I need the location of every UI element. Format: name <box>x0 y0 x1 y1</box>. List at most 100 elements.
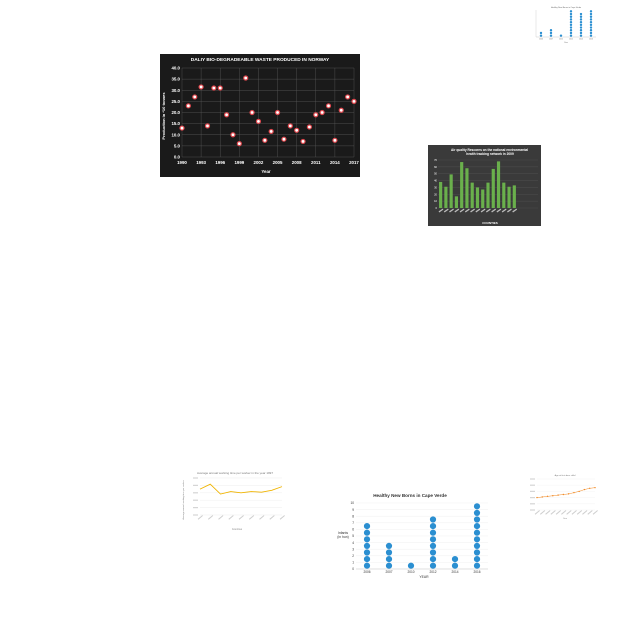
data-point <box>274 109 281 116</box>
y-tick-label: 8 <box>352 514 354 518</box>
y-tick-label: 5.0 <box>174 143 181 148</box>
data-point <box>294 127 300 133</box>
y-tick-label: 25.0 <box>171 99 180 104</box>
category-tick-label <box>496 208 502 213</box>
data-point <box>192 94 198 100</box>
data-dot <box>589 26 593 29</box>
data-dot <box>429 523 437 530</box>
x-tick-label <box>592 510 598 515</box>
y-tick-label: 20.0 <box>171 110 180 115</box>
x-tick-label <box>248 515 255 520</box>
bar-chart-panel: Air quality Rescores on the national env… <box>428 145 541 226</box>
data-dot <box>579 31 583 35</box>
data-dot <box>589 23 593 27</box>
data-point <box>345 94 351 100</box>
big-dot-chart: Healthy New Borns in Cape Verde Infants … <box>337 493 488 579</box>
data-point <box>211 85 217 91</box>
chart-title: DALIY BIO-DEGRADEABLE WASTE PRODUCED IN … <box>191 57 330 63</box>
category-tick-label <box>470 208 476 213</box>
x-tick-label <box>561 510 567 515</box>
data-dot <box>569 26 573 29</box>
trend-chart: Age at first-born child Year <box>530 474 598 520</box>
bar <box>481 189 485 208</box>
data-dot <box>451 556 459 563</box>
data-dot <box>385 562 393 569</box>
x-tick-label <box>238 515 244 520</box>
data-point <box>557 494 559 496</box>
small-dot-chart: Healthy New Borns in Cape Verde Year 200… <box>535 6 596 44</box>
x-tick-label: 2014 <box>451 570 458 574</box>
data-point <box>325 103 332 109</box>
category-tick-label <box>438 208 444 213</box>
y-tick-label <box>530 478 535 480</box>
data-point <box>243 75 249 81</box>
data-dot <box>589 20 593 24</box>
y-tick-label: 50 <box>434 172 437 176</box>
x-tick-label <box>218 515 224 520</box>
data-point <box>179 125 185 131</box>
small-dot-chart-panel: Healthy New Borns in Cape Verde Year 200… <box>530 4 598 44</box>
y-tick-label: 10 <box>434 199 437 203</box>
data-dot <box>579 34 583 37</box>
y-tick-label: 4 <box>352 541 354 545</box>
data-dot <box>429 516 437 523</box>
data-point <box>567 493 570 495</box>
data-dot <box>385 549 393 556</box>
trend-chart-panel: Age at first-born child Year <box>525 472 598 520</box>
y-tick-label: 30 <box>434 185 437 189</box>
data-dot <box>363 536 371 543</box>
data-point <box>562 493 565 496</box>
data-point <box>546 495 549 498</box>
bar <box>449 174 453 208</box>
data-dot <box>473 523 481 530</box>
category-tick-label <box>459 208 465 213</box>
x-tick-label: 2014 <box>330 160 340 165</box>
category-tick-label <box>464 208 470 213</box>
data-point <box>552 495 554 497</box>
x-tick-label: 1990 <box>177 160 187 165</box>
y-tick-label <box>530 490 535 492</box>
y-tick-label <box>193 484 198 486</box>
y-tick-label <box>193 477 198 479</box>
x-tick-label: 2011 <box>311 160 321 165</box>
x-tick-label: 2014 <box>579 39 583 41</box>
data-dot <box>579 29 583 32</box>
data-point <box>281 136 287 142</box>
data-dot <box>549 34 553 37</box>
category-tick-label <box>501 208 507 213</box>
x-axis-label: Countries <box>232 528 243 531</box>
data-dot <box>385 556 393 563</box>
data-point <box>338 107 344 113</box>
data-dot <box>429 549 437 556</box>
scatter-chart-panel: DALIY BIO-DEGRADEABLE WASTE PRODUCED IN … <box>160 54 360 177</box>
data-dot <box>429 529 437 536</box>
x-tick-label: 2016 <box>473 570 480 574</box>
big-dot-chart-panel: Healthy New Borns in Cape Verde Infants … <box>330 490 495 580</box>
x-tick-label: 2007 <box>549 39 553 41</box>
data-dot <box>559 34 563 37</box>
data-point <box>204 123 211 129</box>
x-tick-label <box>279 515 285 520</box>
y-axis-label: Production in *10 tonnes <box>161 92 166 140</box>
y-tick-label: 5 <box>352 534 354 538</box>
data-dot <box>473 503 481 510</box>
data-dot <box>429 556 437 563</box>
data-dot <box>539 34 543 37</box>
x-axis-label: YEAR <box>419 575 429 579</box>
data-point <box>185 103 191 109</box>
bar <box>470 182 474 208</box>
x-tick-label <box>545 510 551 515</box>
scatter-chart: DALIY BIO-DEGRADEABLE WASTE PRODUCED IN … <box>160 54 360 177</box>
data-dot <box>579 18 583 21</box>
data-dot <box>429 542 437 549</box>
data-point <box>319 109 325 116</box>
y-tick-label: 20 <box>434 192 437 196</box>
x-tick-label <box>576 510 583 515</box>
x-tick-label: 2016 <box>589 39 593 41</box>
y-tick-label: 30.0 <box>171 88 180 93</box>
data-dot <box>363 549 371 556</box>
chart-title: Healthy New Borns in Cape Verde <box>373 493 447 498</box>
data-dot <box>429 536 437 543</box>
data-point <box>230 132 236 138</box>
data-point <box>236 141 242 147</box>
